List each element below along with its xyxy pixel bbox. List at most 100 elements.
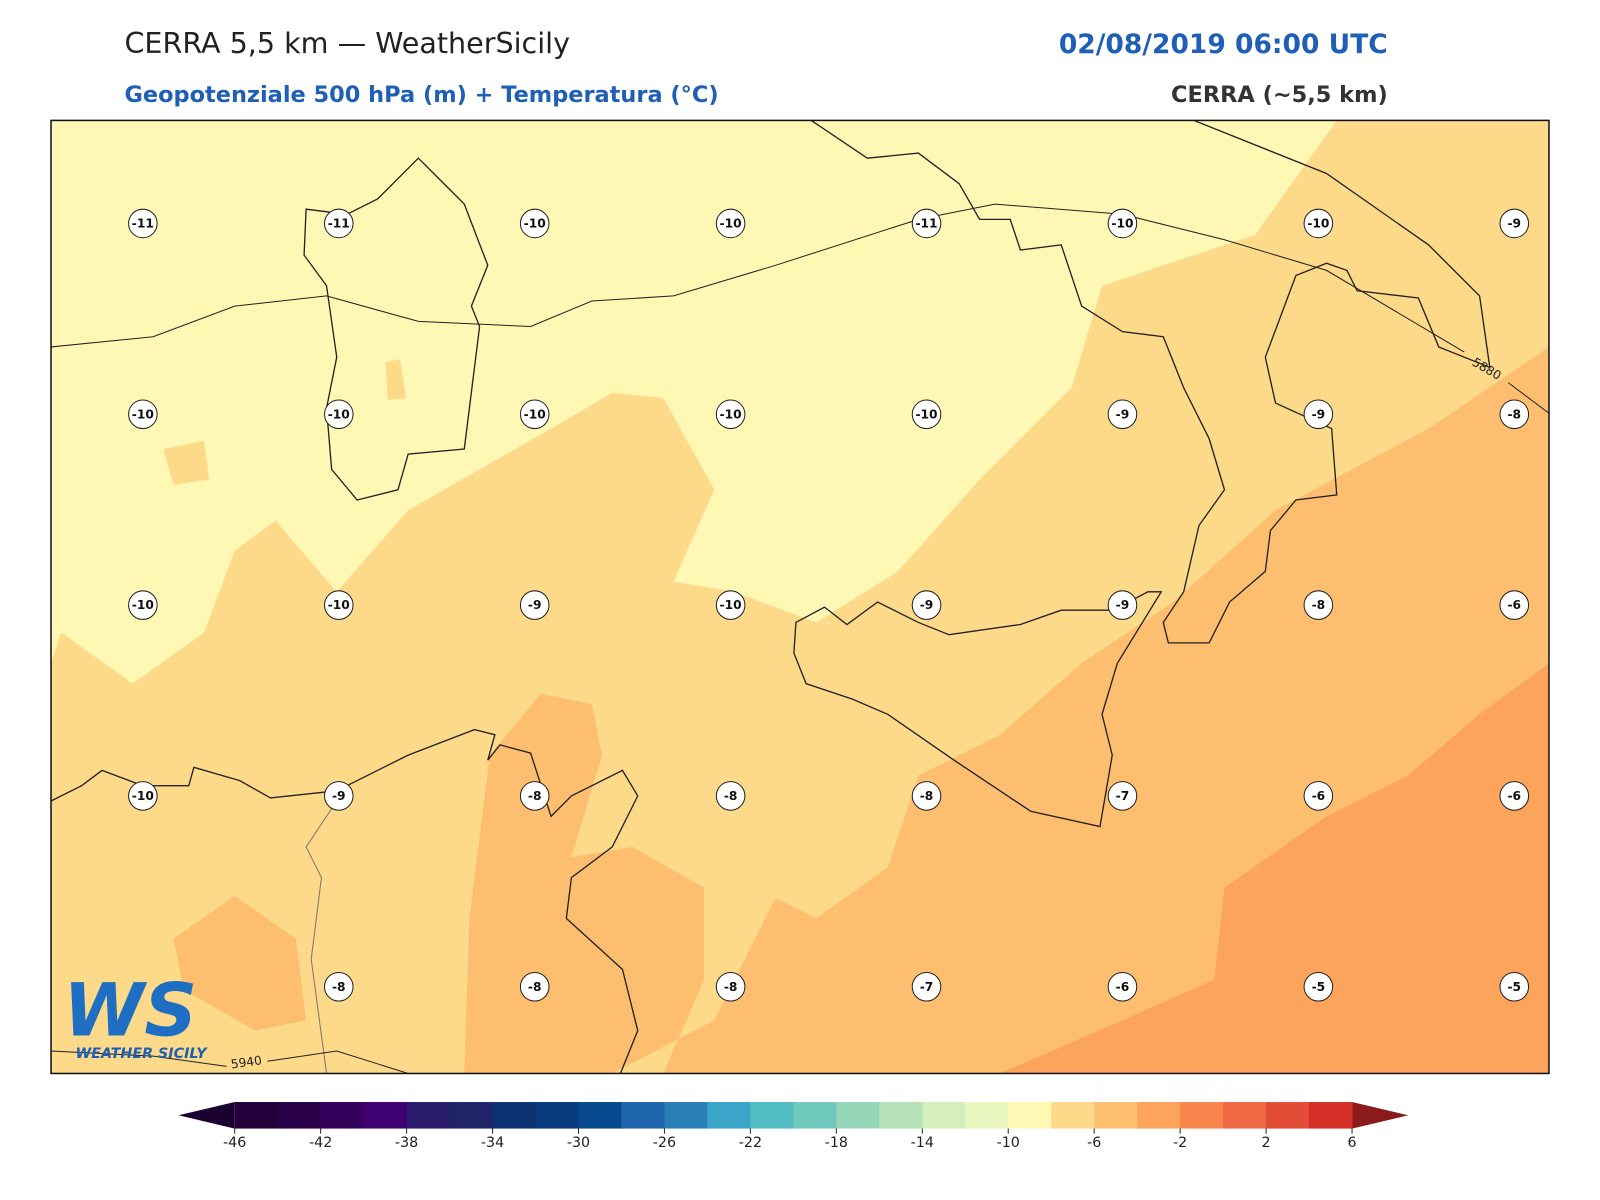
logo-mark: WS: [63, 969, 197, 1054]
grid-value: -8: [332, 980, 346, 994]
grid-marker: [128, 590, 158, 620]
grid-marker: [1107, 781, 1138, 811]
colorbar: -46 -42 -38 -34 -30 -26 -22 -18 -14 -10 -6 -2 2 6: [178, 1102, 1409, 1151]
colorbar-swatch: [1266, 1102, 1310, 1129]
colorbar-tick-label: -34: [481, 1135, 504, 1151]
grid-marker: [323, 590, 354, 620]
grid-marker: [1107, 971, 1138, 1002]
grid-marker: [715, 590, 746, 620]
field-warm: [173, 346, 1549, 1074]
coast-africa: [51, 728, 639, 1074]
colorbar-swatch: [363, 1102, 408, 1129]
colorbar-swatch: [492, 1102, 537, 1129]
grid-value: -9: [1312, 407, 1326, 421]
grid-value: -9: [920, 598, 934, 612]
grid-value: -10: [1111, 217, 1133, 231]
colorbar-extend-low: [178, 1102, 235, 1129]
colorbar-swatch: [320, 1102, 365, 1129]
grid-value: -6: [1116, 980, 1130, 994]
grid-value: -8: [528, 789, 542, 803]
grid-value: -8: [724, 980, 738, 994]
colorbar-swatch: [578, 1102, 622, 1129]
grid-value: -10: [328, 407, 350, 421]
grid-value: -5: [1507, 980, 1521, 994]
grid-value: -8: [724, 789, 738, 803]
colorbar-swatch: [922, 1102, 966, 1129]
grid-marker: [519, 590, 550, 620]
grid-value: -11: [132, 217, 154, 231]
grid-marker: [1303, 399, 1334, 430]
contour-label: 5940: [230, 1053, 263, 1071]
grid-marker: [519, 399, 550, 430]
grid-value: -8: [920, 789, 934, 803]
colorbar-tick-label: 6: [1348, 1135, 1357, 1151]
colorbar-swatch: [1008, 1102, 1052, 1129]
grid-value: -6: [1312, 789, 1326, 803]
grid-marker: [1107, 590, 1138, 620]
colorbar-swatch: [965, 1102, 1009, 1129]
colorbar-tick-label: -46: [223, 1135, 246, 1151]
field-cold: [51, 120, 1337, 684]
grid-value: -10: [132, 789, 154, 803]
title: CERRA 5,5 km — WeatherSicily: [124, 26, 570, 60]
logo: WS WEATHER SICILY: [63, 969, 208, 1062]
colorbar-tick-label: -26: [653, 1135, 676, 1151]
grid-value: -9: [1116, 598, 1130, 612]
grid-marker: [911, 208, 942, 239]
grid-marker: [715, 208, 746, 239]
source: CERRA (~5,5 km): [1171, 82, 1388, 108]
grid-marker: [911, 781, 942, 811]
field-patch: [163, 359, 407, 485]
contour-5940: [51, 1050, 409, 1074]
colorbar-tick-label: -14: [911, 1135, 934, 1151]
temperature-grid: -11 -11 -10 -10 -11 -10 -10 -9 -10 -10 -10 -10 -10 -9…: [128, 208, 1530, 1002]
colorbar-tick-label: -18: [825, 1135, 848, 1151]
colorbar-swatch: [1137, 1102, 1181, 1129]
colorbar-extend-high: [1352, 1102, 1409, 1129]
grid-marker: [1107, 399, 1138, 430]
grid-marker: [911, 971, 942, 1002]
grid-marker: [519, 971, 550, 1002]
grid-marker: [715, 781, 746, 811]
grid-marker: [1499, 590, 1530, 620]
colorbar-swatch: [449, 1102, 494, 1129]
colorbar-swatch: [621, 1102, 665, 1129]
colorbar-swatch: [664, 1102, 708, 1129]
grid-marker: [128, 399, 158, 430]
coast-italy: [810, 120, 1491, 644]
subtitle: Geopotenziale 500 hPa (m) + Temperatura …: [124, 82, 718, 108]
grid-marker: [1499, 971, 1530, 1002]
grid-value: -10: [132, 407, 154, 421]
colorbar-tick-label: -38: [395, 1135, 418, 1151]
coast-sardinia: [303, 157, 489, 501]
colorbar-tick-label: -10: [997, 1135, 1020, 1151]
colorbar-tick-label: -22: [739, 1135, 762, 1151]
grid-marker: [128, 781, 158, 811]
grid-marker: [519, 781, 550, 811]
datetime: 02/08/2019 06:00 UTC: [1059, 29, 1388, 60]
grid-marker: [323, 971, 354, 1002]
grid-value: -9: [1116, 407, 1130, 421]
colorbar-swatch: [1309, 1102, 1353, 1129]
colorbar-swatch: [234, 1102, 279, 1129]
colorbar-tick-label: -30: [567, 1135, 590, 1151]
colorbar-swatch: [1051, 1102, 1095, 1129]
grid-value: -8: [528, 980, 542, 994]
grid-value: -9: [528, 598, 542, 612]
contour-5880: [51, 203, 1549, 414]
grid-value: -8: [1312, 598, 1326, 612]
grid-marker: [323, 208, 354, 239]
map-frame: [50, 119, 1550, 1075]
colorbar-swatch: [1223, 1102, 1267, 1129]
grid-marker: [323, 399, 354, 430]
map: 5880 5940 -11 -11 -10 -10 -11 -10 -10 -9-10 -10-…: [51, 120, 1549, 1074]
grid-value: -6: [1507, 789, 1521, 803]
grid-value: -7: [1116, 789, 1130, 803]
grid-value: -9: [1507, 217, 1521, 231]
colorbar-tick-label: -6: [1087, 1135, 1101, 1151]
grid-value: -8: [1507, 407, 1521, 421]
grid-value: -10: [524, 217, 546, 231]
colorbar-tick-label: 2: [1262, 1135, 1271, 1151]
colorbar-tick-label: -2: [1173, 1135, 1187, 1151]
